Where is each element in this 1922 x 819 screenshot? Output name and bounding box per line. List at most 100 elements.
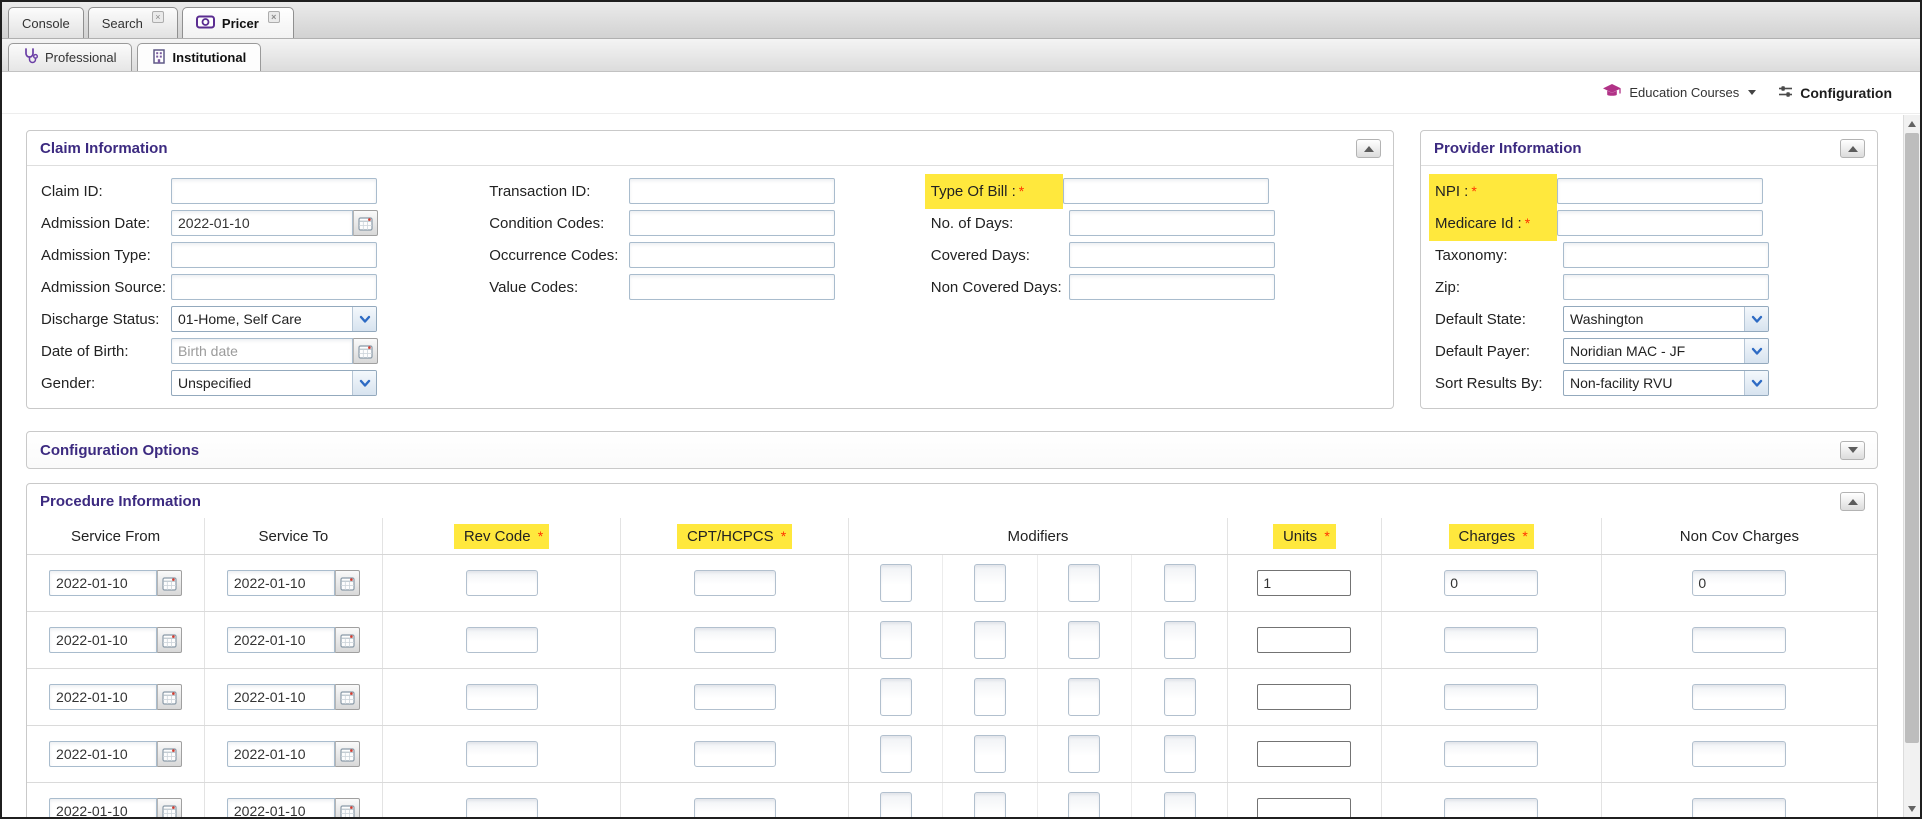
collapse-up-button[interactable]	[1356, 139, 1381, 158]
chevron-down-icon[interactable]	[352, 307, 376, 331]
admission-date-input[interactable]	[171, 210, 353, 236]
modifier-1-input[interactable]	[879, 621, 912, 659]
calendar-icon[interactable]	[157, 627, 183, 653]
modifier-3-input[interactable]	[1068, 621, 1101, 659]
modifier-1-input[interactable]	[879, 792, 912, 817]
modifier-3-input[interactable]	[1068, 678, 1101, 716]
scroll-up-button[interactable]	[1904, 115, 1920, 132]
cpt-hcpcs-input[interactable]	[693, 741, 776, 767]
scrollbar-thumb[interactable]	[1905, 133, 1919, 743]
configuration-menu[interactable]: Configuration	[1778, 85, 1892, 101]
tab-search[interactable]: Search ×	[87, 7, 178, 38]
admission-source-input[interactable]	[171, 274, 377, 300]
date-input[interactable]	[226, 570, 335, 596]
rev-code-input[interactable]	[465, 741, 538, 767]
date-of-birth-input[interactable]	[171, 338, 353, 364]
calendar-icon[interactable]	[334, 570, 360, 596]
claim-id-input[interactable]	[171, 178, 377, 204]
modifier-1-input[interactable]	[879, 678, 912, 716]
calendar-icon[interactable]	[157, 570, 183, 596]
modifier-4-input[interactable]	[1163, 735, 1196, 773]
default-payer-select[interactable]: Noridian MAC - JF	[1563, 338, 1769, 364]
calendar-icon[interactable]	[334, 798, 360, 817]
units-input[interactable]	[1257, 684, 1352, 710]
units-input[interactable]	[1257, 798, 1352, 817]
modifier-3-input[interactable]	[1068, 792, 1101, 817]
date-input[interactable]	[226, 798, 335, 817]
units-input[interactable]	[1257, 627, 1352, 653]
condition-codes-input[interactable]	[629, 210, 836, 236]
modifier-2-input[interactable]	[973, 621, 1006, 659]
date-input[interactable]	[226, 627, 335, 653]
chevron-down-icon[interactable]	[352, 371, 376, 395]
date-input[interactable]	[226, 684, 335, 710]
tab-console[interactable]: Console	[8, 7, 84, 38]
non-cov-charges-input[interactable]	[1692, 741, 1787, 767]
scroll-down-button[interactable]	[1904, 800, 1920, 817]
date-input[interactable]	[49, 570, 158, 596]
cpt-hcpcs-input[interactable]	[693, 570, 776, 596]
non-cov-charges-input[interactable]	[1692, 684, 1787, 710]
date-input[interactable]	[226, 741, 335, 767]
gender-select[interactable]: Unspecified	[171, 370, 377, 396]
modifier-4-input[interactable]	[1163, 678, 1196, 716]
non-cov-charges-input[interactable]	[1692, 798, 1787, 817]
calendar-icon[interactable]	[157, 741, 183, 767]
calendar-icon[interactable]	[353, 210, 378, 236]
taxonomy-input[interactable]	[1563, 242, 1769, 268]
tab-professional[interactable]: Professional	[8, 43, 132, 71]
date-input[interactable]	[49, 741, 158, 767]
units-input[interactable]	[1257, 570, 1352, 596]
modifier-1-input[interactable]	[879, 564, 912, 602]
vertical-scrollbar[interactable]	[1903, 115, 1920, 817]
rev-code-input[interactable]	[465, 798, 538, 817]
rev-code-input[interactable]	[465, 570, 538, 596]
type-of-bill-input[interactable]	[1062, 178, 1269, 204]
calendar-icon[interactable]	[157, 798, 183, 817]
date-input[interactable]	[49, 684, 158, 710]
modifier-2-input[interactable]	[973, 678, 1006, 716]
charges-input[interactable]	[1444, 798, 1539, 817]
modifier-3-input[interactable]	[1068, 735, 1101, 773]
close-icon[interactable]: ×	[151, 11, 164, 23]
charges-input[interactable]	[1444, 684, 1539, 710]
chevron-down-icon[interactable]	[1744, 371, 1768, 395]
transaction-id-input[interactable]	[629, 178, 836, 204]
modifier-4-input[interactable]	[1163, 792, 1196, 817]
zip-input[interactable]	[1563, 274, 1769, 300]
chevron-down-icon[interactable]	[1744, 307, 1768, 331]
close-icon[interactable]: ×	[267, 11, 280, 23]
occurrence-codes-input[interactable]	[629, 242, 836, 268]
cpt-hcpcs-input[interactable]	[693, 798, 776, 817]
npi-input[interactable]	[1557, 178, 1763, 204]
cpt-hcpcs-input[interactable]	[693, 684, 776, 710]
calendar-icon[interactable]	[334, 684, 360, 710]
collapse-up-button[interactable]	[1840, 139, 1865, 158]
medicare-id-input[interactable]	[1557, 210, 1763, 236]
modifier-2-input[interactable]	[973, 792, 1006, 817]
rev-code-input[interactable]	[465, 627, 538, 653]
calendar-icon[interactable]	[334, 627, 360, 653]
tab-pricer[interactable]: Pricer ×	[181, 7, 294, 38]
collapse-up-button[interactable]	[1840, 492, 1865, 511]
non-covered-days-input[interactable]	[1068, 274, 1275, 300]
modifier-4-input[interactable]	[1163, 564, 1196, 602]
modifier-2-input[interactable]	[973, 564, 1006, 602]
no-of-days-input[interactable]	[1068, 210, 1275, 236]
rev-code-input[interactable]	[465, 684, 538, 710]
calendar-icon[interactable]	[334, 741, 360, 767]
modifier-2-input[interactable]	[973, 735, 1006, 773]
default-state-select[interactable]: Washington	[1563, 306, 1769, 332]
collapse-down-button[interactable]	[1840, 440, 1865, 460]
date-input[interactable]	[49, 798, 158, 817]
non-cov-charges-input[interactable]	[1692, 570, 1787, 596]
calendar-icon[interactable]	[157, 684, 183, 710]
calendar-icon[interactable]	[353, 338, 378, 364]
modifier-1-input[interactable]	[879, 735, 912, 773]
date-input[interactable]	[49, 627, 158, 653]
charges-input[interactable]	[1444, 741, 1539, 767]
non-cov-charges-input[interactable]	[1692, 627, 1787, 653]
chevron-down-icon[interactable]	[1744, 339, 1768, 363]
cpt-hcpcs-input[interactable]	[693, 627, 776, 653]
charges-input[interactable]	[1444, 627, 1539, 653]
